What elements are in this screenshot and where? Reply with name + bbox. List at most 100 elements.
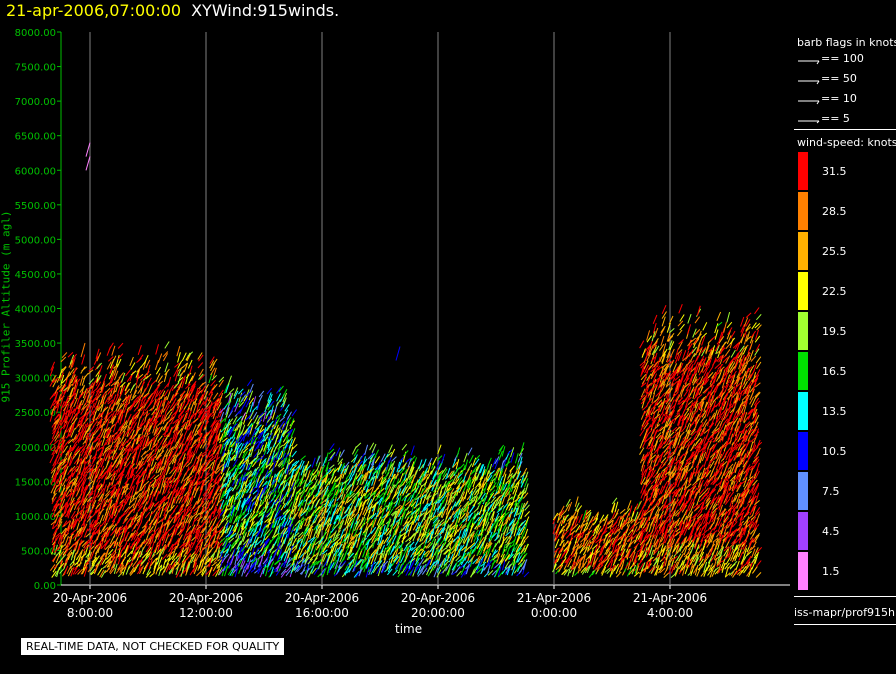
wind-barb	[473, 511, 479, 520]
wind-barb	[172, 489, 178, 496]
wind-barb	[280, 403, 286, 411]
wind-barb	[258, 480, 265, 488]
wind-barb	[417, 565, 422, 575]
wind-barb	[71, 513, 78, 520]
wind-barb	[204, 396, 209, 407]
wind-barb	[381, 565, 387, 574]
wind-barb	[57, 506, 63, 515]
wind-barb	[402, 563, 408, 571]
wind-barb	[82, 544, 89, 552]
wind-barb	[89, 446, 94, 456]
wind-barb	[79, 486, 85, 497]
wind-barb	[88, 551, 93, 562]
wind-barb	[274, 433, 279, 445]
wind-barb	[142, 453, 148, 461]
wind-barb	[146, 395, 152, 402]
wind-barb	[293, 564, 300, 572]
wind-barb	[154, 445, 161, 453]
wind-barb	[268, 400, 275, 407]
wind-barb	[269, 543, 275, 553]
wind-barb	[297, 507, 303, 517]
wind-barb	[108, 390, 113, 400]
wind-barb	[242, 440, 249, 446]
wind-barb	[436, 455, 443, 461]
wind-barb	[409, 566, 415, 576]
wind-barb	[371, 517, 376, 528]
wind-barb	[109, 567, 116, 575]
wind-barb	[456, 536, 461, 547]
wind-barb	[135, 492, 141, 500]
wind-barb	[191, 438, 197, 447]
wind-barb	[172, 441, 178, 451]
wind-barb	[140, 409, 145, 419]
wind-barb	[363, 489, 370, 497]
wind-barb	[126, 516, 132, 524]
wind-barb	[121, 430, 126, 441]
wind-barb	[317, 482, 322, 493]
wind-barb	[113, 488, 118, 499]
wind-barb	[110, 467, 116, 474]
wind-barb	[192, 553, 198, 563]
wind-barb	[442, 473, 448, 481]
wind-barb	[182, 509, 187, 520]
wind-barb	[215, 422, 220, 433]
wind-barb	[82, 559, 87, 570]
wind-barb	[184, 540, 190, 550]
wind-barb	[198, 479, 205, 486]
wind-barb	[364, 538, 370, 547]
wind-barb	[243, 505, 248, 516]
wind-barb	[134, 560, 141, 568]
wind-barb	[180, 481, 186, 491]
wind-barb	[74, 446, 80, 454]
wind-barb	[192, 562, 197, 573]
wind-barb	[145, 359, 151, 369]
wind-barb	[210, 540, 217, 546]
wind-barb	[263, 441, 268, 452]
wind-barb	[250, 511, 256, 519]
wind-barb	[179, 390, 186, 398]
wind-barb	[96, 399, 101, 410]
wind-barb	[50, 520, 57, 526]
wind-barb	[90, 391, 95, 401]
wind-barb	[384, 464, 390, 474]
wind-barb	[261, 457, 267, 465]
wind-barb	[173, 447, 179, 456]
wind-barb	[432, 470, 437, 480]
wind-barb	[143, 393, 150, 399]
wind-barb	[60, 446, 65, 457]
wind-barb	[91, 519, 97, 529]
wind-barb	[469, 522, 474, 534]
wind-barb	[385, 477, 391, 486]
wind-barb	[364, 444, 369, 456]
wind-barb	[368, 514, 375, 520]
wind-barb	[125, 396, 131, 406]
wind-barb	[432, 542, 439, 550]
wind-barb	[162, 411, 167, 422]
wind-barb	[253, 451, 259, 458]
wind-barb	[88, 519, 95, 528]
wind-barb	[430, 515, 437, 521]
wind-barb	[210, 456, 217, 462]
wind-barb	[442, 468, 448, 478]
wind-barb	[63, 505, 67, 516]
wind-barb	[375, 527, 381, 537]
wind-barb	[349, 473, 355, 482]
wind-barb	[190, 527, 196, 536]
wind-barb	[252, 478, 258, 487]
wind-barb	[64, 543, 71, 551]
wind-barb	[212, 416, 217, 426]
wind-barb	[86, 496, 93, 503]
wind-barb	[344, 566, 350, 576]
wind-barb	[163, 426, 169, 435]
wind-barb	[118, 504, 124, 513]
wind-barb	[273, 559, 280, 565]
wind-barb	[478, 533, 484, 544]
wind-barb	[224, 566, 229, 577]
wind-barb	[216, 559, 223, 567]
wind-barb	[51, 469, 56, 479]
wind-barb	[108, 506, 113, 517]
wind-barb	[49, 411, 54, 422]
wind-barb	[316, 455, 321, 465]
wind-barb	[157, 550, 162, 561]
wind-barb	[166, 516, 173, 522]
